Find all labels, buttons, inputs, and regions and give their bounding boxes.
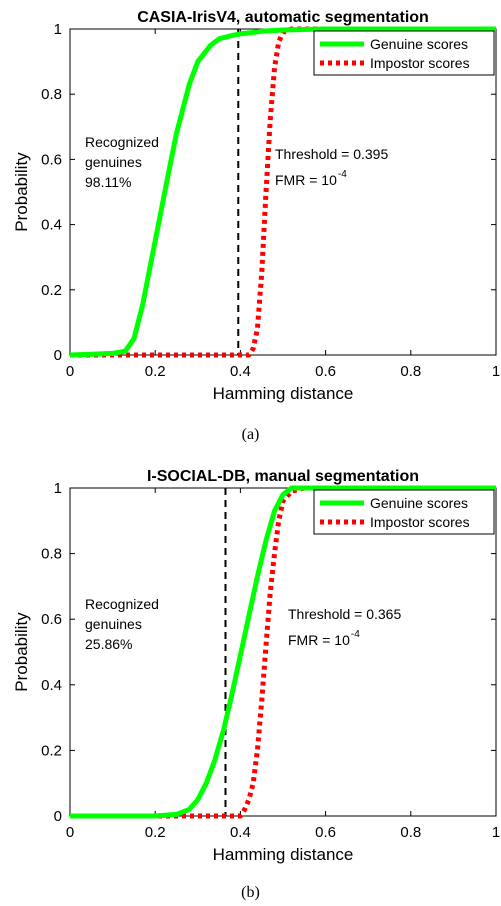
x-tick-label: 1 [492,824,500,841]
fmr-exponent: -4 [351,629,360,640]
x-tick-label: 0.6 [315,824,336,841]
genuine-scores-line [69,26,496,358]
y-tick-label: 0.8 [41,546,62,563]
legend: Genuine scores Impostor scores [313,489,495,535]
x-axis-label: Hamming distance [213,384,354,403]
legend-label: Genuine scores [370,36,468,52]
legend-label: Impostor scores [370,55,470,71]
fmr-exponent: -4 [338,169,347,180]
y-tick-label: 0 [54,808,62,825]
recognized-genuines-text: Recognized [85,596,159,612]
x-tick-label: 0.4 [230,363,251,380]
legend: Genuine scores Impostor scores [313,30,495,76]
x-tick-label: 0.8 [400,824,421,841]
panel-caption-a: (a) [241,426,260,443]
chart-title: CASIA-IrisV4, automatic segmentation [137,9,429,26]
plot-area [69,487,497,817]
chart-panel-a: CASIA-IrisV4, automatic segmentation 0 0.2… [12,9,500,403]
threshold-text: Threshold = 0.395 [275,146,388,162]
y-tick-label: 0.6 [41,611,62,628]
x-tick-label: 0.2 [145,363,166,380]
plot-area [69,28,497,356]
y-tick-label: 0.4 [41,217,62,234]
genuine-scores-line [70,485,496,819]
y-axis-label: Probability [12,152,31,232]
recognized-genuines-text: 98.11% [85,174,131,190]
x-tick-label: 1 [492,363,500,380]
legend-box [313,30,495,76]
legend-label: Impostor scores [370,514,470,530]
fmr-text: FMR = 10 [275,172,337,188]
recognized-genuines-text: Recognized [85,134,159,150]
recognized-genuines-text: 25.86% [85,636,132,652]
y-tick-label: 0.8 [41,86,62,103]
legend-label: Genuine scores [370,495,468,511]
chart-panel-b: I-SOCIAL-DB, manual segmentation 0 0.2 0.4 0… [12,468,500,864]
threshold-text: Threshold = 0.365 [288,606,401,622]
x-tick-label: 0.2 [145,824,166,841]
y-axis-label: Probability [12,612,31,692]
x-tick-label: 0.6 [315,363,336,380]
x-tick-label: 0 [66,363,74,380]
y-tick-label: 1 [54,480,62,497]
y-tick-label: 0.2 [41,282,62,299]
legend-box [313,489,495,535]
y-tick-label: 0.2 [41,742,62,759]
y-tick-label: 0.4 [41,677,62,694]
x-tick-label: 0 [66,824,74,841]
x-axis-label: Hamming distance [213,845,354,864]
chart-title: I-SOCIAL-DB, manual segmentation [147,468,419,485]
fmr-text: FMR = 10 [288,632,350,648]
x-tick-label: 0.4 [230,824,251,841]
y-tick-label: 0.6 [41,151,62,168]
recognized-genuines-text: genuines [85,616,142,632]
y-tick-label: 1 [54,21,62,38]
panel-caption-b: (b) [241,884,260,901]
y-tick-label: 0 [54,347,62,364]
recognized-genuines-text: genuines [85,154,142,170]
x-tick-label: 0.8 [400,363,421,380]
impostor-scores-line [70,485,496,819]
